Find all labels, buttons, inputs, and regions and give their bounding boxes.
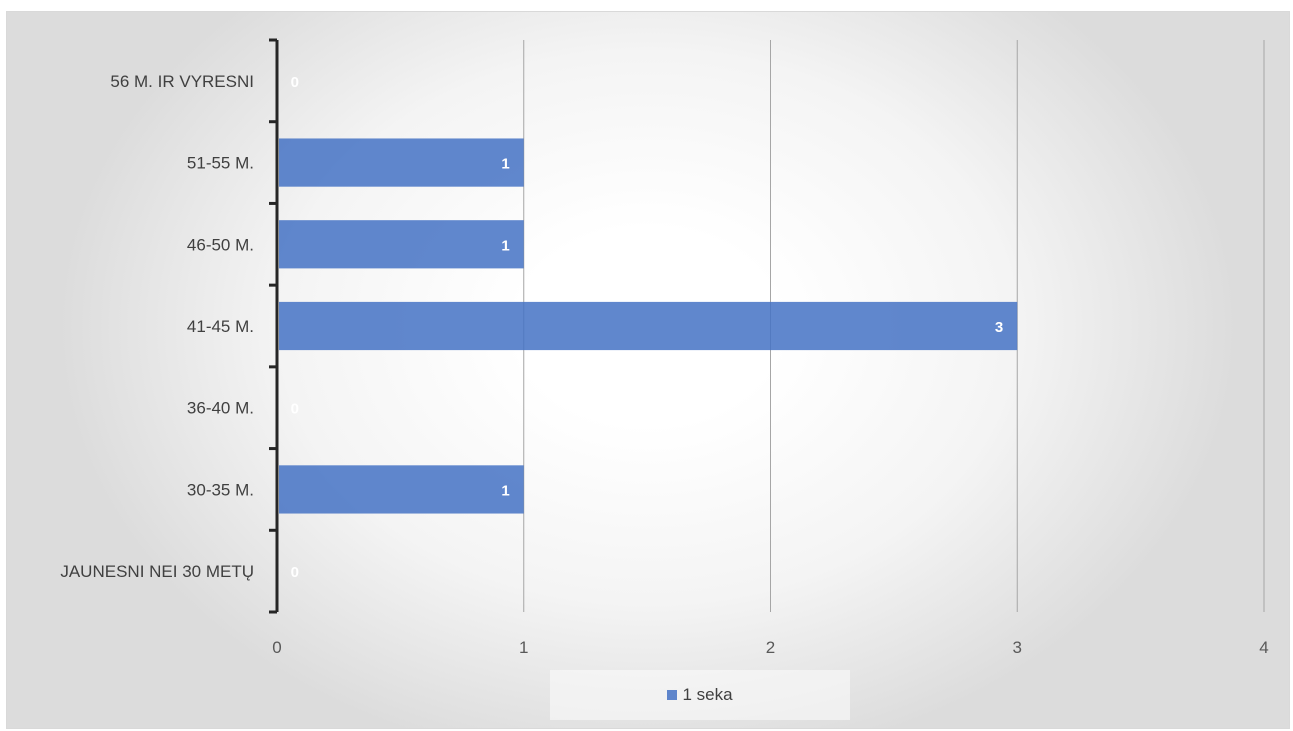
- value-tick-label: 2: [766, 638, 775, 657]
- data-label: 0: [291, 564, 299, 581]
- value-tick-label: 4: [1259, 638, 1268, 657]
- category-label: 51-55 M.: [187, 154, 254, 173]
- category-label: 56 M. IR VYRESNI: [110, 72, 254, 91]
- bar: [279, 220, 524, 269]
- category-label: 36-40 M.: [187, 399, 254, 418]
- category-label: 41-45 M.: [187, 317, 254, 336]
- bar: [279, 301, 1018, 351]
- legend-swatch: [667, 690, 678, 700]
- data-label: 0: [291, 74, 299, 91]
- data-labels: 0 1 0 3 1 1 0: [291, 74, 1004, 581]
- category-axis: [269, 38, 279, 614]
- chart-area: [6, 11, 1290, 729]
- data-label: 0: [291, 401, 299, 418]
- legend: 1 seka: [550, 670, 850, 720]
- data-label: 3: [995, 319, 1003, 336]
- value-tick-label: 0: [272, 638, 281, 657]
- category-label: JAUNESNI NEI 30 METŲ: [60, 562, 254, 581]
- bar: [279, 465, 524, 514]
- bar: [279, 138, 524, 187]
- value-tick-label: 1: [519, 638, 528, 657]
- value-tick-label: 3: [1013, 638, 1022, 657]
- legend-label: 1 seka: [682, 685, 733, 704]
- value-axis-labels: 0 1 2 3 4: [272, 638, 1268, 657]
- data-label: 1: [501, 237, 509, 254]
- category-label: 30-35 M.: [187, 480, 254, 499]
- bars: [279, 138, 1018, 514]
- category-label: 46-50 M.: [187, 235, 254, 254]
- category-labels: JAUNESNI NEI 30 METŲ 30-35 M. 36-40 M. 41-4…: [60, 72, 254, 581]
- data-label: 1: [501, 482, 509, 499]
- data-label: 1: [501, 156, 509, 173]
